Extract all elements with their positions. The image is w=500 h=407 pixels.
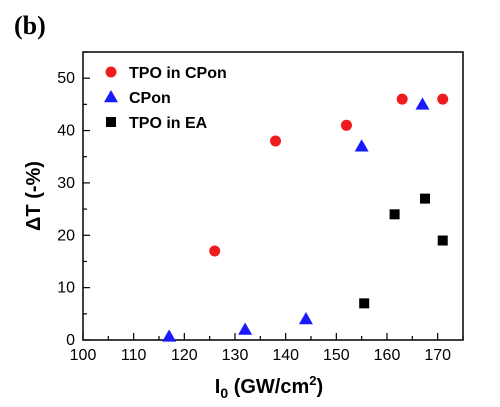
tick-labels: 100 110 120 130 140 150 160 170 0 10 20 30 40 50 [57,70,451,364]
legend-label: TPO in CPon [129,65,227,82]
y-tick-label: 0 [66,332,75,349]
x-axis-title: I0 (GW/cm2) [215,373,323,401]
x-tick-label: 130 [222,347,249,364]
y-tick-label: 40 [57,123,75,140]
data-point-circle [209,245,221,257]
y-tick-label: 20 [57,227,75,244]
legend-marker-triangle [104,90,118,103]
data-point-triangle [354,139,369,152]
data-point-triangle [298,312,313,325]
data-point-circle [437,93,449,105]
plot-frame [82,51,464,341]
x-tick-label: 110 [121,347,147,364]
x-tick-label: 160 [374,347,401,364]
legend-marker-square [106,117,116,127]
y-tick-label: 50 [57,70,75,87]
legend-marker-circle [105,66,117,78]
y-axis-title: ΔT (-%) [23,161,45,231]
data-point-square [359,298,370,309]
x-tick-label: 140 [272,347,299,364]
data-point-circle [270,135,282,147]
data-point-square [389,209,400,220]
data-point-square [437,235,448,246]
data-point-triangle [415,97,430,110]
data-point-circle [340,119,352,131]
data-point-triangle [238,322,253,335]
x-tick-label: 150 [323,347,350,364]
data-point-square [420,193,430,204]
y-tick-label: 30 [57,175,75,192]
legend-label: CPon [129,90,171,107]
y-tick-label: 10 [57,280,75,297]
data-point-triangle [162,329,177,342]
x-tick-label: 120 [171,347,198,364]
legend-label: TPO in EA [129,115,208,132]
axis-ticks [82,51,464,341]
x-tick-label: 170 [424,347,451,364]
x-tick-label: 100 [70,347,97,364]
data-point-circle [396,93,408,105]
panel-label: (b) [14,11,46,40]
legend: TPO in CPon CPon TPO in EA [104,65,227,132]
data-marks [162,93,449,342]
